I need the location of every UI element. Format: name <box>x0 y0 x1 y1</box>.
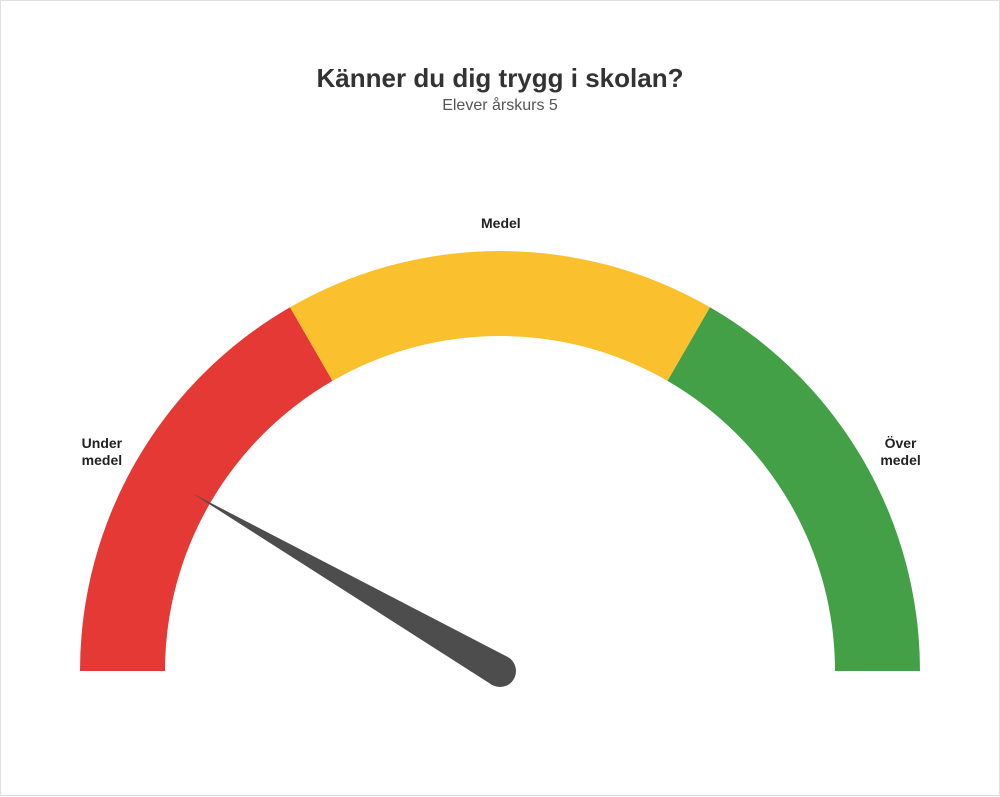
gauge-segment-over-medel <box>668 307 921 671</box>
gauge-segment-under-medel <box>80 307 333 671</box>
gauge-label-under-medel: Under medel <box>82 435 122 470</box>
gauge-label-over-medel: Över medel <box>880 435 920 470</box>
gauge-needle-hub <box>484 655 516 687</box>
chart-frame: Känner du dig trygg i skolan? Elever års… <box>0 0 1000 796</box>
gauge-segment-medel <box>290 251 710 381</box>
gauge-chart <box>0 1 1000 797</box>
gauge-needle <box>193 494 508 685</box>
gauge-label-medel: Medel <box>481 215 521 233</box>
